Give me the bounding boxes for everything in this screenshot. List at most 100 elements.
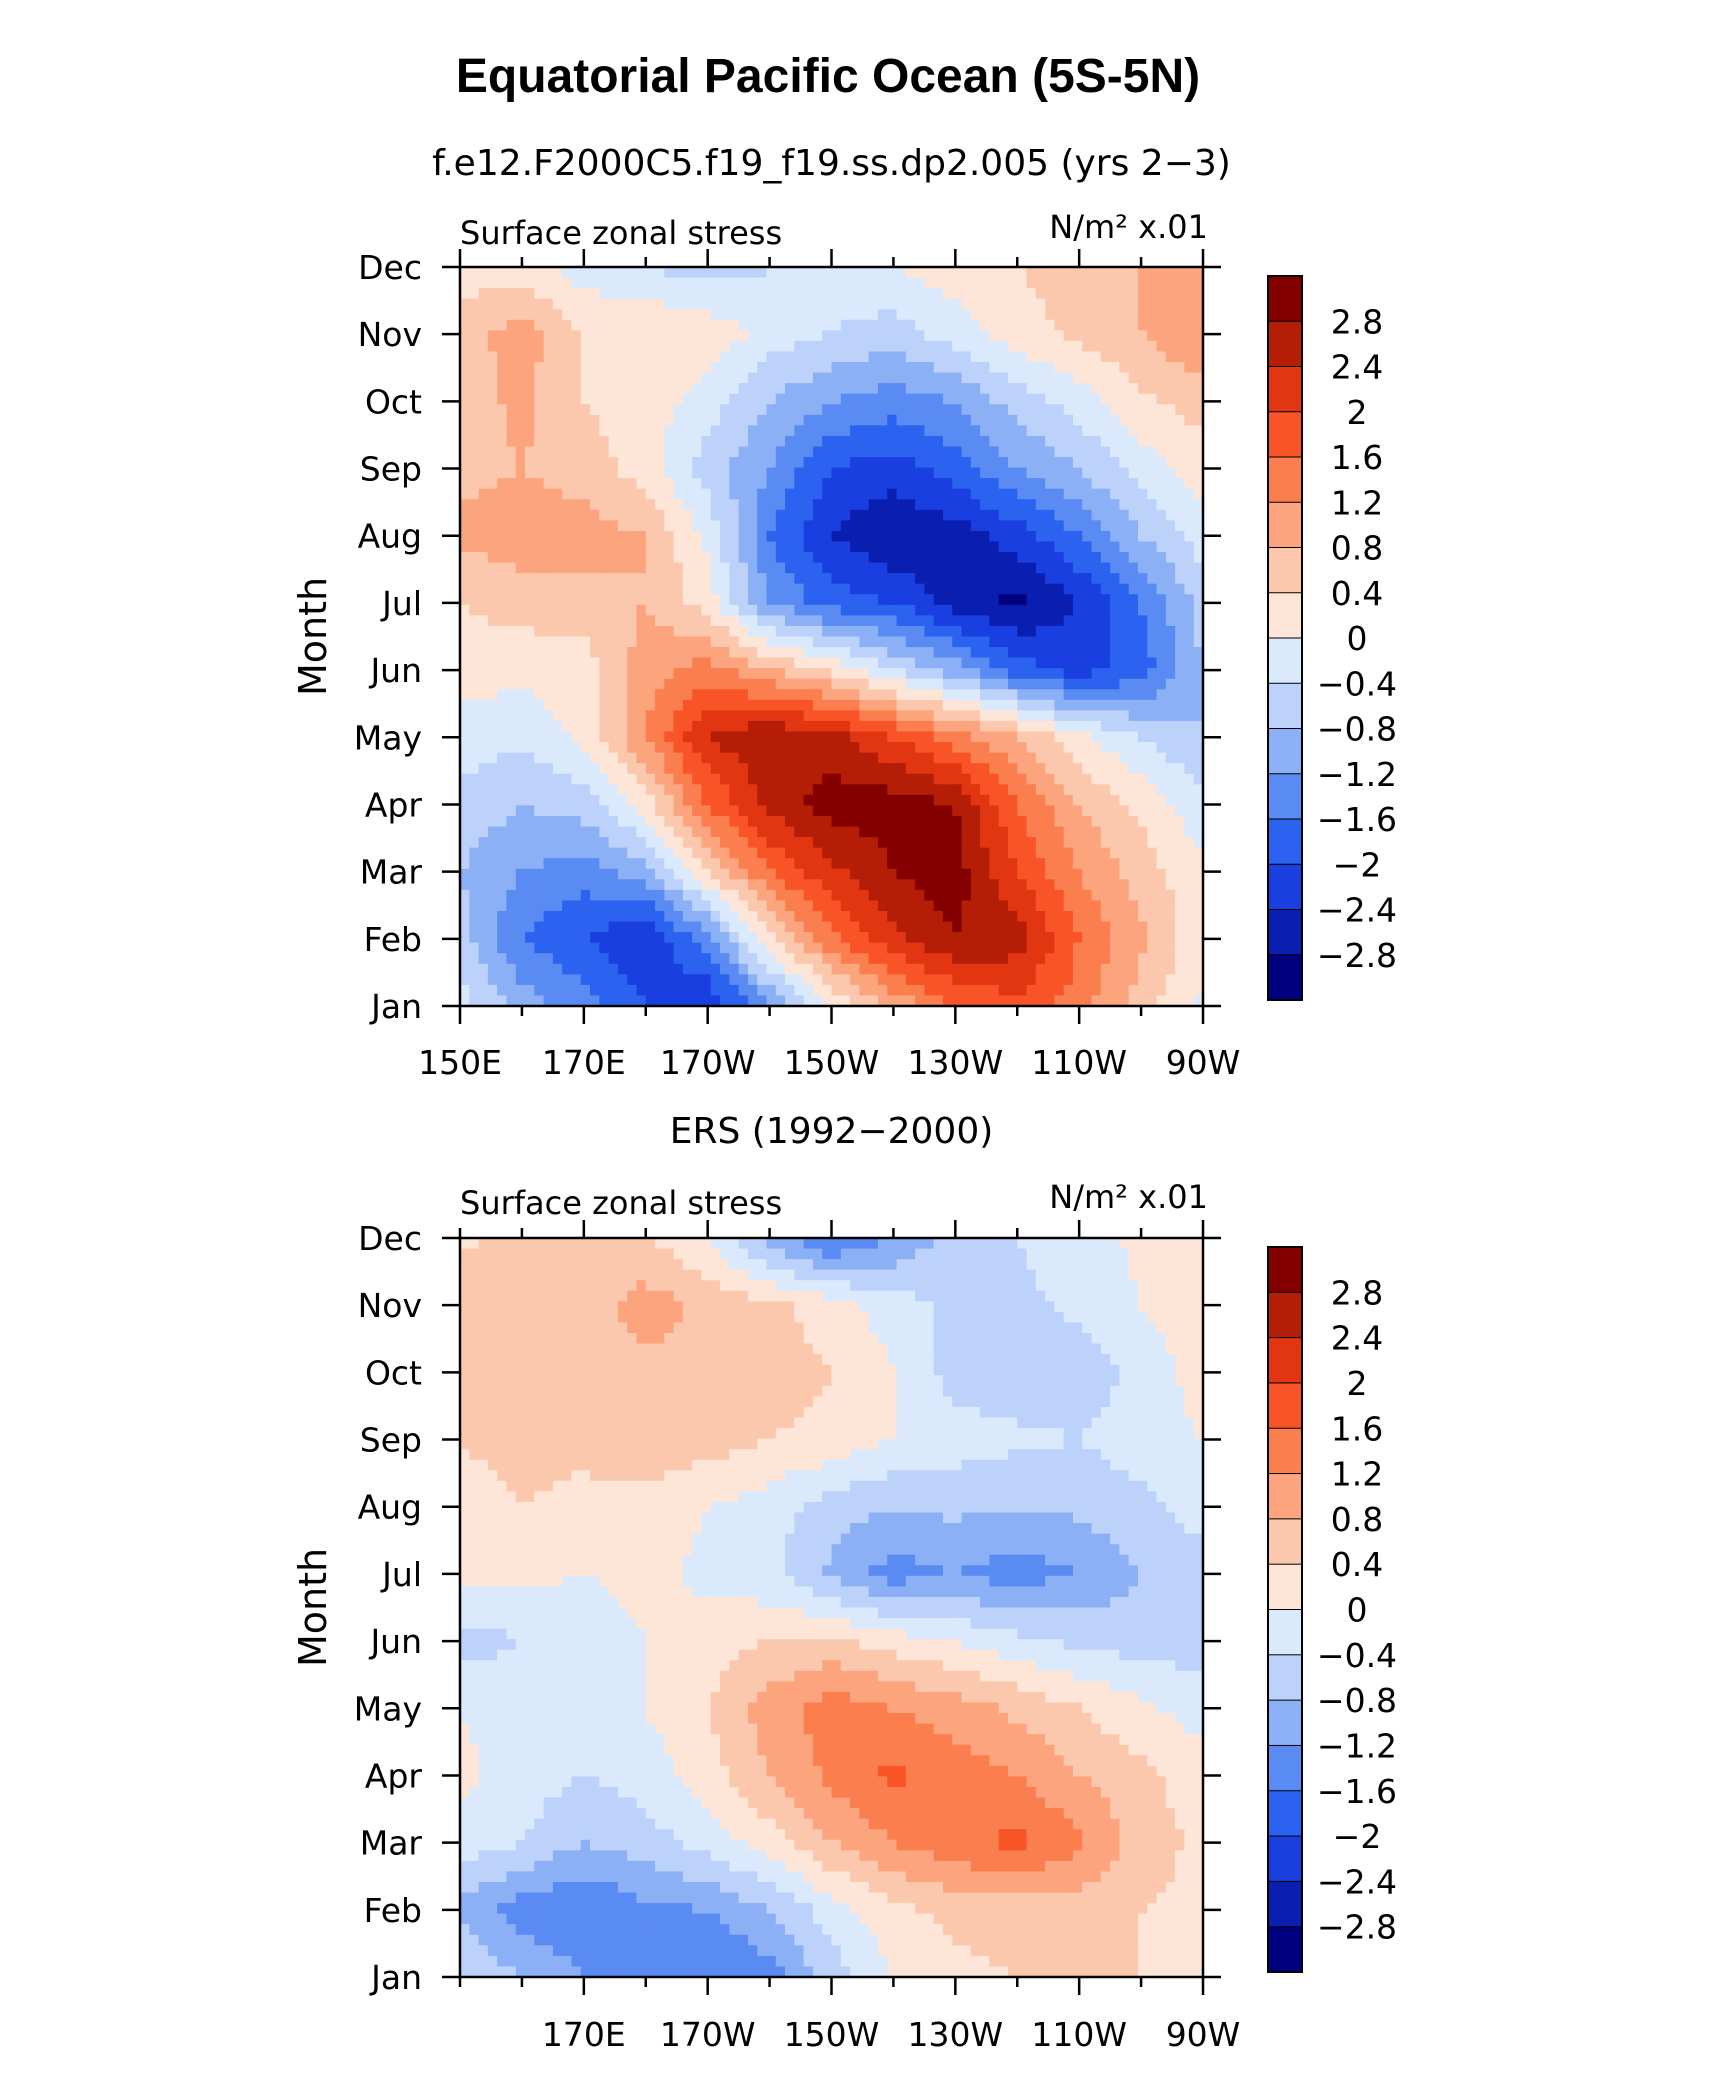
heatmap-cell	[692, 319, 703, 331]
heatmap-cell	[868, 552, 879, 564]
heatmap-cell	[497, 319, 508, 331]
heatmap-cell	[1035, 541, 1046, 553]
heatmap-cell	[877, 457, 888, 469]
heatmap-cell	[924, 847, 935, 859]
heatmap-cell	[859, 499, 870, 511]
heatmap-cell	[831, 647, 842, 659]
heatmap-cell	[970, 720, 981, 733]
heatmap-cell	[1100, 573, 1111, 585]
heatmap-cell	[562, 710, 573, 722]
heatmap-cell	[785, 330, 795, 342]
heatmap-cell	[1100, 604, 1111, 616]
heatmap-cell	[896, 847, 907, 859]
heatmap-cell	[562, 319, 573, 331]
heatmap-cell	[460, 921, 470, 933]
heatmap-cell	[534, 372, 545, 384]
heatmap-cell	[729, 615, 740, 627]
heatmap-cell	[822, 594, 833, 606]
heatmap-cell	[970, 731, 981, 743]
heatmap-cell	[1082, 604, 1093, 616]
heatmap-cell	[961, 383, 972, 395]
heatmap-cell	[515, 900, 526, 912]
heatmap-cell	[905, 668, 916, 680]
heatmap-cell	[1054, 826, 1065, 838]
heatmap-cell	[915, 509, 925, 521]
heatmap-cell	[775, 847, 786, 859]
heatmap-cell	[645, 615, 656, 627]
heatmap-cell	[710, 720, 721, 733]
heatmap-cell	[1017, 710, 1028, 722]
heatmap-cell	[469, 699, 480, 711]
heatmap-cell	[738, 393, 749, 405]
heatmap-cell	[896, 752, 907, 764]
heatmap-cell	[1119, 794, 1130, 807]
heatmap-cell	[460, 298, 470, 310]
heatmap-cell	[1072, 868, 1083, 880]
heatmap-cell	[627, 488, 638, 500]
heatmap-cell	[1026, 309, 1037, 321]
heatmap-cell	[850, 752, 860, 764]
heatmap-cell	[859, 742, 870, 754]
heatmap-cell	[673, 383, 684, 395]
heatmap-cell	[627, 467, 638, 479]
heatmap-cell	[627, 636, 638, 648]
heatmap-cell	[617, 815, 628, 828]
heatmap-cell	[1035, 404, 1046, 416]
heatmap-cell	[525, 351, 535, 363]
heatmap-cell	[497, 277, 508, 289]
heatmap-cell	[961, 351, 972, 363]
heatmap-cell	[1156, 393, 1167, 405]
heatmap-cell	[924, 752, 935, 764]
heatmap-cell	[720, 837, 730, 849]
heatmap-cell	[998, 362, 1009, 374]
heatmap-cell	[998, 488, 1009, 500]
heatmap-cell	[961, 288, 972, 300]
heatmap-cell	[636, 562, 647, 574]
heatmap-cell	[850, 773, 860, 785]
heatmap-cell	[682, 467, 693, 479]
heatmap-cell	[580, 552, 591, 564]
heatmap-cell	[552, 678, 563, 690]
heatmap-cell	[989, 583, 1000, 595]
heatmap-cell	[785, 910, 795, 923]
heatmap-cell	[766, 837, 777, 849]
heatmap-cell	[738, 288, 749, 300]
heatmap-cell	[1007, 478, 1018, 490]
heatmap-cell	[580, 340, 591, 353]
heatmap-cell	[729, 457, 740, 469]
heatmap-cell	[543, 837, 554, 849]
heatmap-cell	[1045, 309, 1055, 321]
heatmap-cell	[831, 731, 842, 743]
heatmap-cell	[1026, 404, 1037, 416]
heatmap-cell	[868, 383, 879, 395]
heatmap-cell	[1156, 668, 1167, 680]
heatmap-cell	[701, 267, 712, 279]
heatmap-cell	[1100, 298, 1111, 310]
heatmap-cell	[1007, 340, 1018, 353]
heatmap-cell	[970, 530, 981, 543]
heatmap-cell	[868, 689, 879, 701]
heatmap-cell	[673, 678, 684, 690]
heatmap-cell	[562, 625, 573, 638]
heatmap-cell	[525, 604, 535, 616]
heatmap-cell	[822, 742, 833, 754]
heatmap-cell	[543, 763, 554, 775]
heatmap-cell	[469, 731, 480, 743]
heatmap-cell	[850, 509, 860, 521]
heatmap-cell	[924, 351, 935, 363]
heatmap-cell	[664, 267, 675, 279]
heatmap-cell	[720, 319, 730, 331]
heatmap-cell	[998, 309, 1009, 321]
heatmap-cell	[664, 573, 675, 585]
heatmap-cell	[692, 763, 703, 775]
heatmap-cell	[673, 552, 684, 564]
heatmap-cell	[617, 921, 628, 933]
heatmap-cell	[543, 742, 554, 754]
heatmap-cell	[933, 858, 944, 870]
heatmap-cell	[562, 435, 573, 448]
heatmap-cell	[1110, 573, 1121, 585]
heatmap-cell	[710, 425, 721, 437]
heatmap-cell	[655, 826, 665, 838]
heatmap-cell	[710, 530, 721, 543]
heatmap-cell	[1184, 625, 1195, 638]
